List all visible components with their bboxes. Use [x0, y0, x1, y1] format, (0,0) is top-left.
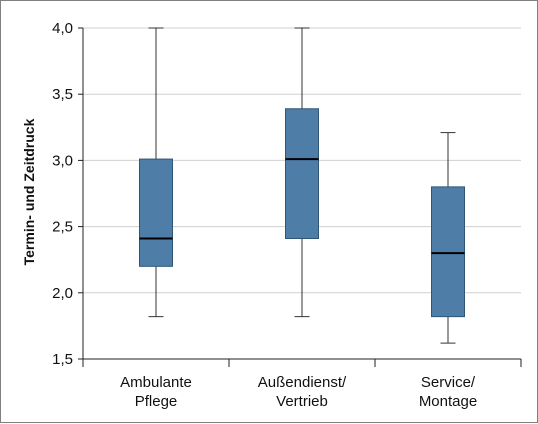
box-2: [285, 27, 319, 318]
axes: [78, 27, 522, 367]
y-tick-label: 4,0: [52, 20, 73, 37]
category-label-line1: Außendienst/: [258, 374, 347, 391]
iqr-box: [285, 108, 319, 240]
category-label-line2: Pflege: [135, 393, 178, 410]
category-label-line1: Ambulante: [120, 374, 192, 391]
box-1: [139, 27, 173, 318]
y-tick-label: 3,5: [52, 86, 73, 103]
category-label-line2: Vertrieb: [276, 393, 328, 410]
y-tick-label: 2,5: [52, 219, 73, 236]
boxes: [139, 27, 465, 344]
y-tick-label: 3,0: [52, 152, 73, 169]
iqr-box: [431, 186, 465, 318]
y-tick-label: 1,5: [52, 351, 73, 368]
y-axis-title: Termin- und Zeitdruck: [21, 118, 37, 265]
category-label-line1: Service/: [421, 374, 476, 391]
labels: 1,5 2,0 2,5 3,0 3,5 4,0 Ambulante Pflege Außendi…: [52, 20, 477, 410]
box-3: [431, 132, 465, 344]
category-label-line2: Montage: [419, 393, 477, 410]
iqr-box: [139, 158, 173, 267]
y-tick-label: 2,0: [52, 285, 73, 302]
